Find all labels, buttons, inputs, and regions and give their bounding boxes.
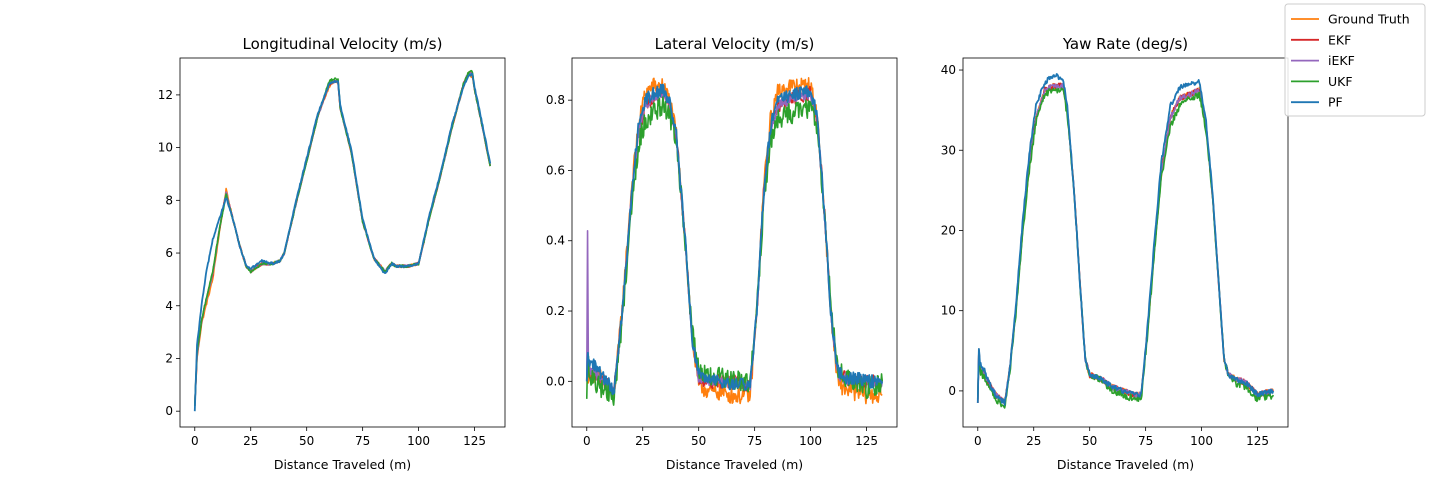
y-tick-label: 12 bbox=[158, 88, 173, 102]
y-tick-label: 0.4 bbox=[546, 234, 565, 248]
legend-box bbox=[1284, 3, 1426, 117]
y-tick-label: 0.0 bbox=[546, 374, 565, 388]
y-tick-label: 20 bbox=[941, 223, 956, 237]
x-tick-label: 100 bbox=[407, 434, 430, 448]
series-line-iekf bbox=[193, 71, 492, 406]
axes-frame bbox=[571, 57, 898, 428]
y-tick-label: 0.8 bbox=[546, 93, 565, 107]
y-tick-label: 2 bbox=[165, 351, 173, 365]
legend-label: UKF bbox=[1328, 74, 1353, 89]
legend-label: PF bbox=[1328, 95, 1343, 110]
series-group bbox=[585, 77, 884, 406]
series-line-iekf bbox=[585, 89, 884, 396]
subplot-3: 0 25 50 75 100 125 0 10 20 30 40 Yaw Rate (deg/s) Di… bbox=[941, 35, 1289, 472]
legend-label: EKF bbox=[1328, 32, 1351, 47]
series-line-pf bbox=[585, 83, 884, 396]
x-tick-label: 0 bbox=[974, 434, 982, 448]
y-tick-label: 10 bbox=[941, 304, 956, 318]
x-tick-label: 75 bbox=[1138, 434, 1153, 448]
series-line-pf bbox=[976, 73, 1275, 406]
subplot-2: 0 25 50 75 100 125 0.0 0.2 0.4 0.6 0.8 Lateral Velo… bbox=[546, 35, 898, 472]
series-line-ground-truth bbox=[585, 77, 883, 405]
x-tick-label: 25 bbox=[243, 434, 258, 448]
y-tick-label: 0.6 bbox=[546, 163, 565, 177]
series-line-ekf bbox=[193, 71, 492, 406]
y-tick-label: 0.2 bbox=[546, 304, 565, 318]
y-tick-label: 30 bbox=[941, 143, 956, 157]
legend-label: iEKF bbox=[1328, 53, 1355, 68]
y-tick-label: 40 bbox=[941, 63, 956, 77]
x-tick-label: 0 bbox=[583, 434, 591, 448]
y-tick-label: 4 bbox=[165, 299, 173, 313]
x-tick-label: 50 bbox=[691, 434, 706, 448]
x-tick-label: 125 bbox=[1246, 434, 1269, 448]
x-tick-label: 75 bbox=[355, 434, 370, 448]
series-line-ukf bbox=[585, 96, 884, 406]
series-group bbox=[193, 69, 492, 412]
x-tick-label: 50 bbox=[299, 434, 314, 448]
x-axis-label: Distance Traveled (m) bbox=[1057, 457, 1194, 472]
axes-frame bbox=[179, 57, 506, 428]
x-tick-label: 125 bbox=[855, 434, 878, 448]
y-tick-label: 8 bbox=[165, 193, 173, 207]
y-tick-label: 0 bbox=[165, 404, 173, 418]
x-tick-label: 100 bbox=[1190, 434, 1213, 448]
x-tick-label: 75 bbox=[747, 434, 762, 448]
y-tick-label: 0 bbox=[948, 384, 956, 398]
series-line-pf bbox=[193, 72, 492, 412]
y-tick-label: 10 bbox=[158, 141, 173, 155]
x-axis-label: Distance Traveled (m) bbox=[274, 457, 411, 472]
x-tick-label: 0 bbox=[191, 434, 199, 448]
subplot-1: 0 25 50 75 100 125 0 2 4 6 8 10 12 Longitudinal Veloc… bbox=[158, 35, 506, 472]
x-tick-label: 125 bbox=[463, 434, 486, 448]
subplot-title: Longitudinal Velocity (m/s) bbox=[243, 35, 443, 53]
x-tick-label: 25 bbox=[1026, 434, 1041, 448]
x-tick-label: 25 bbox=[635, 434, 650, 448]
legend-label: Ground Truth bbox=[1328, 12, 1410, 27]
series-line-ekf bbox=[585, 85, 884, 395]
subplot-title: Yaw Rate (deg/s) bbox=[1062, 35, 1188, 53]
y-tick-label: 6 bbox=[165, 246, 173, 260]
legend: Ground Truth EKF iEKF UKF PF bbox=[1284, 3, 1426, 117]
axes-frame bbox=[962, 57, 1289, 428]
x-tick-label: 100 bbox=[799, 434, 822, 448]
series-line-ukf bbox=[193, 69, 492, 406]
series-group bbox=[976, 73, 1275, 409]
series-line-ukf bbox=[976, 87, 1274, 409]
x-axis-label: Distance Traveled (m) bbox=[666, 457, 803, 472]
x-tick-label: 50 bbox=[1082, 434, 1097, 448]
subplot-title: Lateral Velocity (m/s) bbox=[655, 35, 815, 53]
